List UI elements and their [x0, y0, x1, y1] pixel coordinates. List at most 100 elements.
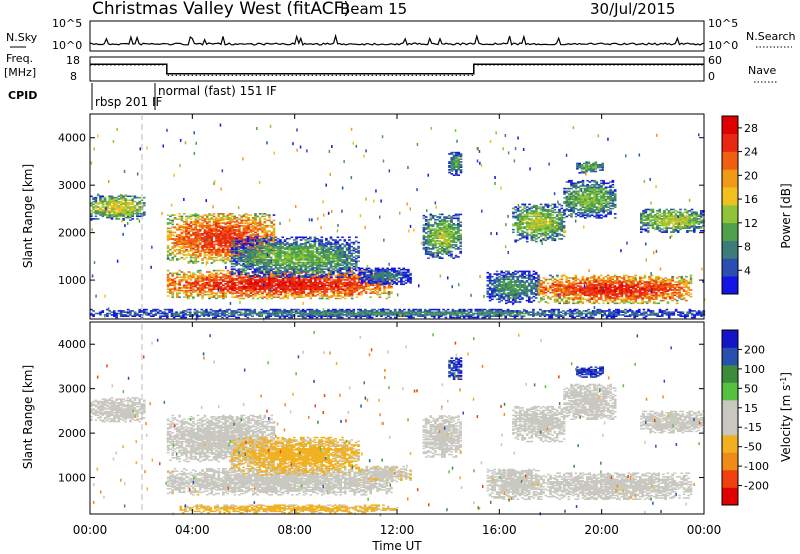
- heatmap-cell: [431, 256, 435, 258]
- heatmap-cell: [254, 231, 257, 234]
- heatmap-cell: [495, 273, 499, 275]
- heatmap-cell: [291, 285, 294, 288]
- heatmap-cell: [364, 292, 368, 294]
- heatmap-cell: [119, 198, 123, 200]
- heatmap-cell: [231, 276, 234, 279]
- heatmap-cell: [235, 226, 239, 228]
- heatmap-cell: [514, 289, 517, 291]
- heatmap-cell: [320, 271, 324, 273]
- heatmap-cell: [429, 230, 433, 233]
- heatmap-cell: [299, 251, 303, 253]
- heatmap-cell: [304, 263, 307, 265]
- heatmap-cell: [272, 236, 276, 239]
- heatmap-cell: [251, 291, 255, 293]
- heatmap-cell: [279, 288, 283, 290]
- heatmap-cell: [117, 211, 121, 214]
- heatmap-cell: [194, 289, 197, 292]
- heatmap-cell: [182, 230, 186, 232]
- heatmap-cell: [182, 227, 186, 230]
- heatmap-cell: [300, 284, 303, 287]
- heatmap-cell: [286, 251, 289, 253]
- heatmap-cell: [279, 284, 283, 287]
- heatmap-cell: [447, 220, 451, 222]
- heatmap-cell: [272, 259, 275, 261]
- heatmap-cell: [169, 248, 172, 251]
- heatmap-cell: [228, 236, 232, 239]
- heatmap-cell: [438, 237, 442, 240]
- heatmap-cell: [96, 202, 100, 204]
- heatmap-cell: [228, 228, 232, 231]
- heatmap-cell: [233, 232, 237, 235]
- heatmap-cell: [320, 268, 324, 270]
- heatmap-cell: [256, 297, 260, 300]
- heatmap-cell: [251, 228, 255, 231]
- heatmap-cell: [169, 235, 172, 238]
- heatmap-cell: [263, 272, 267, 275]
- heatmap-cell: [240, 277, 243, 280]
- heatmap-cell: [277, 280, 280, 283]
- heatmap-cell: [279, 257, 282, 260]
- heatmap-cell: [238, 243, 241, 246]
- heatmap-cell: [279, 253, 282, 256]
- heatmap-cell: [222, 251, 225, 254]
- heatmap-cell: [262, 245, 266, 248]
- heatmap-cell: [357, 285, 361, 288]
- heatmap-cell: [173, 254, 177, 256]
- heatmap-cell: [505, 273, 508, 275]
- heatmap-cell: [247, 219, 250, 222]
- heatmap-cell: [318, 267, 321, 269]
- heatmap-cell: [455, 158, 458, 160]
- heatmap-cell: [203, 289, 207, 292]
- heatmap-cell: [210, 250, 214, 252]
- heatmap-cell: [283, 255, 287, 257]
- heatmap-cell: [117, 202, 121, 204]
- heatmap-cell: [244, 261, 248, 264]
- heatmap-cell: [336, 253, 340, 256]
- heatmap-cell: [436, 242, 439, 245]
- heatmap-cell: [274, 247, 278, 249]
- heatmap-cell: [518, 294, 522, 297]
- heatmap-cell: [201, 258, 204, 260]
- heatmap-cell: [400, 274, 403, 276]
- heatmap-cell: [505, 299, 508, 302]
- heatmap-cell: [436, 233, 439, 236]
- heatmap-cell: [279, 265, 282, 268]
- heatmap-cell: [311, 260, 314, 262]
- heatmap-cell: [409, 278, 412, 280]
- heatmap-cell: [178, 227, 181, 230]
- heatmap-cell: [251, 238, 255, 240]
- heatmap-cell: [136, 202, 139, 204]
- heatmap-cell: [343, 267, 347, 269]
- heatmap-cell: [283, 269, 287, 272]
- heatmap-cell: [261, 239, 264, 242]
- heatmap-cell: [235, 237, 238, 240]
- heatmap-cell: [245, 217, 248, 219]
- heatmap-cell: [454, 230, 458, 233]
- heatmap-cell: [293, 277, 296, 280]
- heatmap-cell: [455, 159, 458, 162]
- heatmap-cell: [386, 267, 389, 270]
- heatmap-cell: [226, 239, 230, 242]
- heatmap-cell: [237, 256, 241, 259]
- heatmap-cell: [199, 223, 202, 226]
- heatmap-cell: [261, 292, 264, 294]
- heatmap-cell: [199, 218, 202, 220]
- heatmap-cell: [101, 195, 105, 198]
- heatmap-cell: [288, 267, 291, 269]
- heatmap-cell: [358, 272, 362, 275]
- heatmap-cell: [385, 283, 389, 285]
- heatmap-cell: [240, 292, 243, 294]
- heatmap-cell: [292, 249, 296, 252]
- heatmap-cell: [352, 259, 356, 261]
- heatmap-cell: [279, 241, 282, 244]
- heatmap-cell: [228, 248, 232, 251]
- heatmap-cell: [235, 284, 239, 287]
- heatmap-cell: [320, 276, 324, 278]
- heatmap-cell: [395, 272, 399, 275]
- heatmap-cell: [219, 258, 223, 260]
- heatmap-cell: [511, 294, 515, 297]
- heatmap-cell: [334, 283, 338, 285]
- heatmap-cell: [516, 295, 520, 298]
- heatmap-cell: [194, 259, 197, 262]
- heatmap-cell: [369, 292, 372, 294]
